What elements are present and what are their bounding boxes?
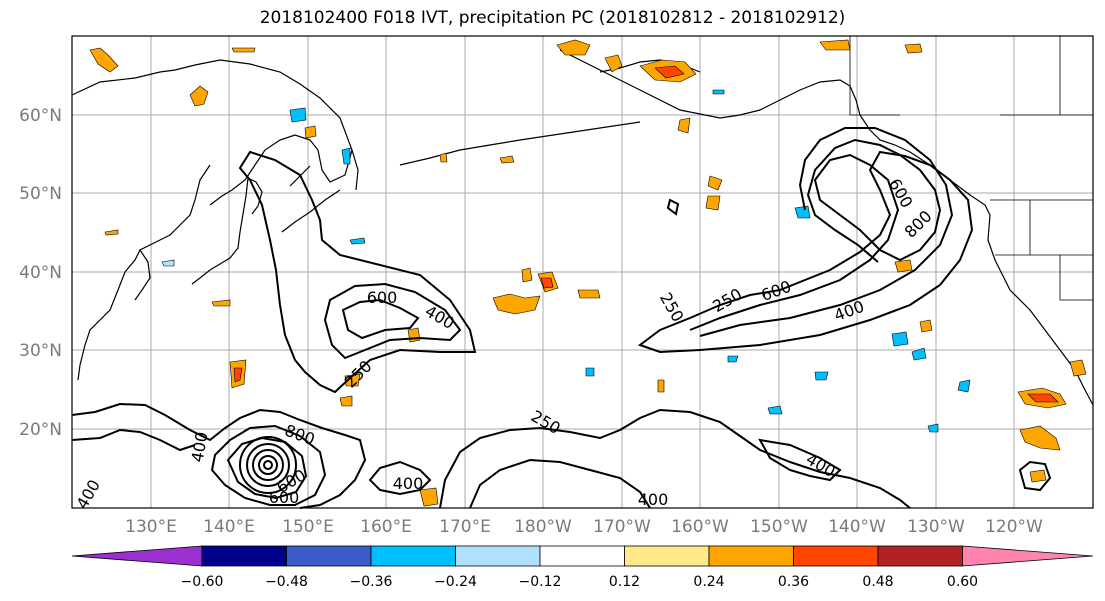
colorbar-segment: [370, 545, 456, 567]
lon-label: 140°W: [828, 517, 886, 537]
lon-label: 170°W: [593, 517, 651, 537]
colorbar-ticks: −0.60 −0.48 −0.36 −0.24 −0.12 0.12 0.24 …: [181, 574, 979, 590]
lat-label: 30°N: [19, 341, 62, 361]
lat-label: 60°N: [19, 106, 62, 126]
colorbar-segment: [201, 545, 287, 567]
colorbar-tick: 0.12: [609, 574, 640, 590]
latitude-labels: 60°N 50°N 40°N 30°N 20°N: [19, 106, 62, 440]
contour-label: 600: [269, 488, 300, 507]
lon-label: 160°W: [671, 517, 729, 537]
colorbar-tick: 0.36: [778, 574, 809, 590]
colorbar-segment: [793, 545, 879, 567]
lon-label: 150°E: [282, 517, 334, 537]
lat-label: 40°N: [19, 263, 62, 283]
precip-patches: [89, 39, 1087, 507]
colorbar-tick: −0.36: [350, 574, 393, 590]
coastlines: [71, 49, 1094, 406]
colorbar-tick: 0.60: [947, 574, 978, 590]
contour-label: 400: [393, 474, 424, 493]
contour-label: 400: [638, 490, 669, 509]
colorbar-tick: 0.24: [693, 574, 724, 590]
colorbar-extend-low: [71, 545, 203, 567]
lon-label: 140°E: [203, 517, 255, 537]
map-title: 2018102400 F018 IVT, precipitation PC (2…: [259, 8, 846, 28]
colorbar-segment: [708, 545, 794, 567]
lon-label: 150°W: [750, 517, 808, 537]
colorbar-segment: [286, 545, 372, 567]
map-frame: [71, 35, 1094, 509]
contour-label: 600: [367, 288, 398, 307]
colorbar-tick: −0.24: [434, 574, 477, 590]
lon-label: 180°W: [514, 517, 572, 537]
colorbar: [71, 545, 1094, 567]
ivt-contours: [71, 127, 1052, 509]
lon-label: 120°W: [985, 517, 1043, 537]
lon-label: 130°W: [907, 517, 965, 537]
colorbar-segment: [877, 545, 963, 567]
colorbar-tick: −0.48: [265, 574, 308, 590]
lat-label: 20°N: [19, 420, 62, 440]
colorbar-tick: −0.60: [181, 574, 224, 590]
colorbar-segment: [539, 545, 625, 567]
borders: [849, 36, 1093, 301]
longitude-labels: 130°E 140°E 150°E 160°E 170°E 180°W 170°…: [125, 517, 1043, 537]
colorbar-tick: −0.12: [519, 574, 562, 590]
colorbar-tick: 0.48: [862, 574, 893, 590]
lon-label: 160°E: [360, 517, 412, 537]
colorbar-segment: [455, 545, 541, 567]
colorbar-segment: [624, 545, 710, 567]
lon-label: 170°E: [439, 517, 491, 537]
lon-label: 130°E: [125, 517, 177, 537]
lat-label: 50°N: [19, 184, 62, 204]
colorbar-extend-high: [962, 545, 1094, 567]
